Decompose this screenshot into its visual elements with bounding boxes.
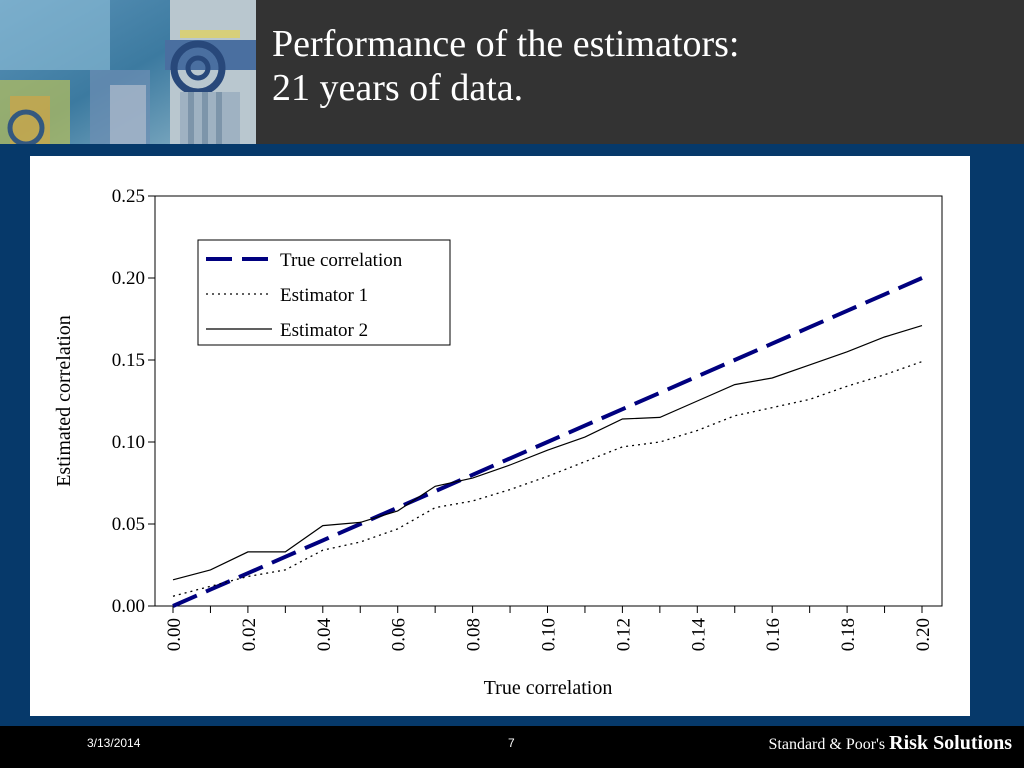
chart-panel: 0.00 0.05 0.10 0.15 0.20 0.25 0.00 0.02 0.04 0.0… <box>30 156 970 716</box>
legend-label-1: True correlation <box>280 250 403 271</box>
series-line-3 <box>172 325 923 581</box>
x-tick-label: 0.14 <box>688 618 709 652</box>
x-tick-label: 0.02 <box>239 618 260 651</box>
x-tick-label: 0.06 <box>389 618 410 651</box>
slide-body: 0.00 0.05 0.10 0.15 0.20 0.25 0.00 0.02 0.04 0.0… <box>0 144 1024 726</box>
title-line-2: 21 years of data. <box>272 67 524 109</box>
slide-footer: 3/13/2014 7 Standard & Poor's Risk Solut… <box>0 726 1024 768</box>
x-tick-label: 0.18 <box>838 618 859 651</box>
x-tick-label: 0.04 <box>314 618 335 652</box>
chart-legend: True correlation Estimator 1 Estimator 2 <box>197 239 451 346</box>
y-axis: 0.00 0.05 0.10 0.15 0.20 0.25 <box>112 186 155 617</box>
line-chart: 0.000.050.100.150.200.25 0.00 0.02 0.04 0.0… <box>53 186 943 699</box>
x-axis-label: True correlation <box>484 677 613 699</box>
legend-label-2: Estimator 1 <box>280 285 368 306</box>
brand-name: Risk Solutions <box>889 732 1012 754</box>
series-line-2 <box>172 360 923 597</box>
footer-date: 3/13/2014 <box>87 736 141 750</box>
slide-header: Performance of the estimators: 21 years … <box>0 0 1024 144</box>
x-tick-label: 0.12 <box>613 618 634 651</box>
y-tick-label: 0.25 <box>112 186 145 207</box>
series-line-1 <box>172 276 923 608</box>
y-tick-label: 0.15 <box>112 350 145 371</box>
x-tick-label: 0.00 <box>164 618 185 651</box>
series-group <box>172 276 923 608</box>
plot-area-frame <box>154 195 943 607</box>
y-tick-label: 0.05 <box>112 514 145 535</box>
x-tick-label: 0.16 <box>763 618 784 651</box>
page-number: 7 <box>508 736 515 750</box>
ionic-column-illustration <box>0 0 256 144</box>
title-line-1: Performance of the estimators: <box>272 23 740 65</box>
x-tick-label: 0.20 <box>913 618 934 651</box>
legend-box <box>197 239 451 346</box>
slide-title: Performance of the estimators: 21 years … <box>272 22 739 110</box>
x-axis: 0.00 0.02 0.04 0.06 0.08 0.10 0.12 0.14 0.16 0.18… <box>164 606 934 651</box>
y-axis-label: Estimated correlation <box>53 315 75 487</box>
y-tick-label: 0.10 <box>112 432 145 453</box>
x-tick-label: 0.10 <box>539 618 560 651</box>
legend-label-3: Estimator 2 <box>280 320 368 341</box>
y-tick-label: 0.00 <box>112 596 145 617</box>
brand-logo-text: Standard & Poor's Risk Solutions <box>769 732 1013 755</box>
x-tick-label: 0.08 <box>464 618 485 651</box>
y-tick-label: 0.20 <box>112 268 145 289</box>
brand-prefix: Standard & Poor's <box>768 736 886 753</box>
header-decorative-image <box>0 0 256 144</box>
